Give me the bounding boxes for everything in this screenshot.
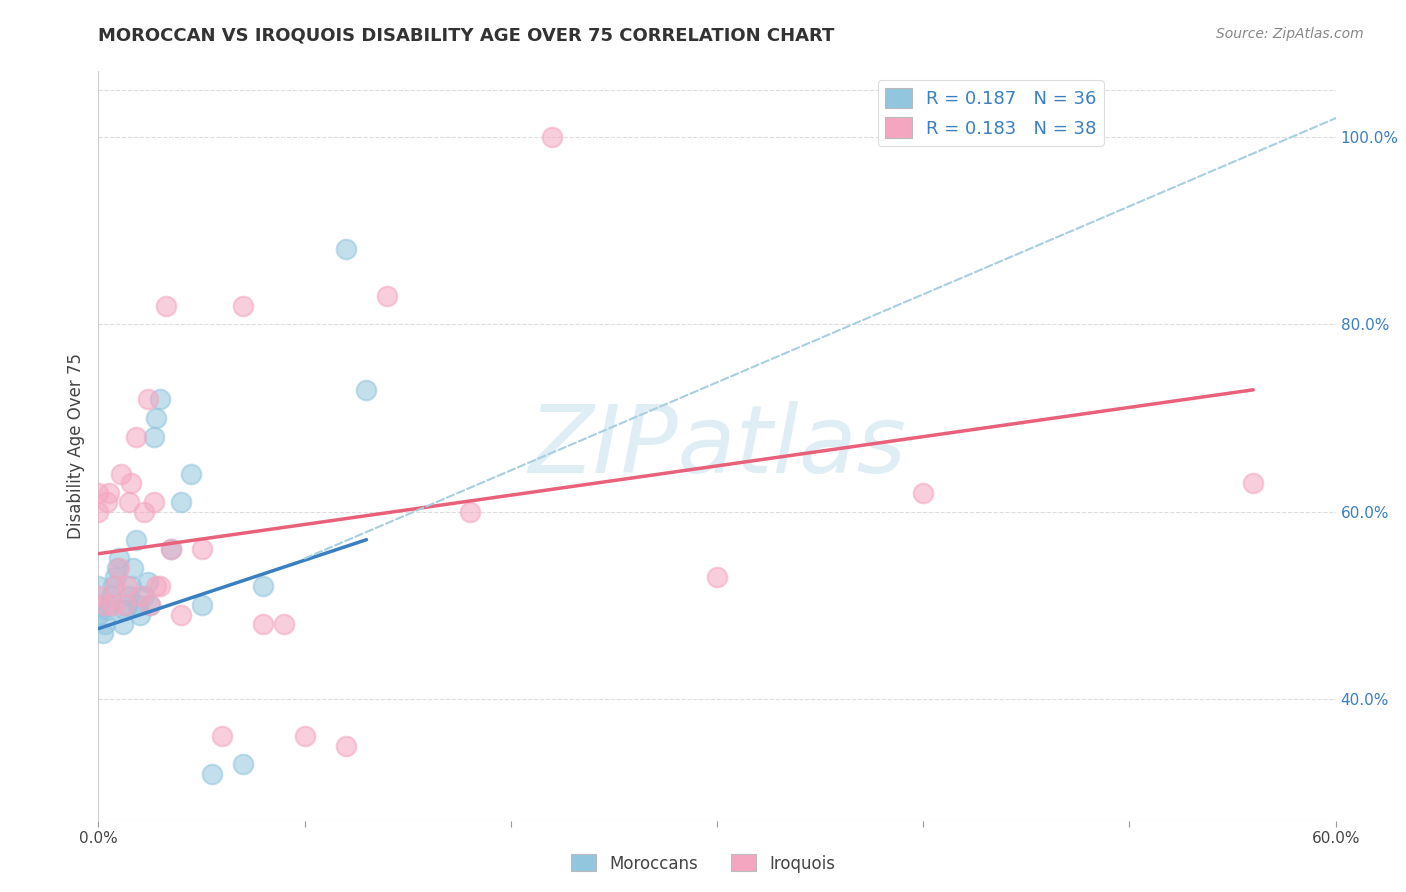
Point <box>294 730 316 744</box>
Point <box>112 617 135 632</box>
Text: Source: ZipAtlas.com: Source: ZipAtlas.com <box>1216 27 1364 41</box>
Point <box>132 505 155 519</box>
Point <box>118 495 141 509</box>
Y-axis label: Disability Age Over 75: Disability Age Over 75 <box>66 353 84 539</box>
Point <box>252 580 274 594</box>
Point <box>104 570 127 584</box>
Point <box>190 541 212 557</box>
Point <box>136 392 159 407</box>
Point <box>149 580 172 594</box>
Point <box>143 429 166 443</box>
Point <box>87 599 110 613</box>
Point <box>93 599 115 613</box>
Point <box>91 626 114 640</box>
Point <box>159 541 181 557</box>
Point <box>97 599 120 613</box>
Point <box>110 467 132 482</box>
Point <box>124 533 146 547</box>
Point <box>87 580 110 594</box>
Point <box>170 607 193 622</box>
Point <box>149 392 172 407</box>
Point <box>96 603 118 617</box>
Point <box>87 505 110 519</box>
Text: ZIPatlas: ZIPatlas <box>529 401 905 491</box>
Point <box>180 467 202 482</box>
Point <box>335 243 357 257</box>
Point <box>145 580 167 594</box>
Point <box>170 495 193 509</box>
Legend: R = 0.187   N = 36, R = 0.183   N = 38: R = 0.187 N = 36, R = 0.183 N = 38 <box>877 80 1104 145</box>
Point <box>108 551 131 566</box>
Point <box>105 561 128 575</box>
Point <box>101 599 124 613</box>
Point <box>87 607 110 622</box>
Point <box>273 617 295 632</box>
Point <box>232 757 254 772</box>
Point <box>139 599 162 613</box>
Point <box>97 486 120 500</box>
Point <box>143 495 166 509</box>
Point <box>87 589 110 603</box>
Point <box>155 299 177 313</box>
Point <box>706 570 728 584</box>
Point <box>375 289 398 303</box>
Point <box>912 486 935 500</box>
Point <box>127 599 149 613</box>
Point <box>118 589 141 603</box>
Point <box>87 486 110 500</box>
Point <box>252 617 274 632</box>
Point <box>136 574 159 589</box>
Point <box>132 589 155 603</box>
Point <box>114 599 136 613</box>
Point <box>201 766 224 781</box>
Point <box>541 130 564 145</box>
Text: MOROCCAN VS IROQUOIS DISABILITY AGE OVER 75 CORRELATION CHART: MOROCCAN VS IROQUOIS DISABILITY AGE OVER… <box>98 27 835 45</box>
Point <box>211 730 233 744</box>
Point <box>114 603 136 617</box>
Point <box>93 617 115 632</box>
Point <box>145 411 167 425</box>
Point <box>104 580 127 594</box>
Point <box>190 599 212 613</box>
Point <box>108 561 131 575</box>
Point <box>1241 476 1264 491</box>
Point <box>128 589 150 603</box>
Point <box>117 580 139 594</box>
Point <box>120 580 142 594</box>
Point <box>128 607 150 622</box>
Point <box>139 599 162 613</box>
Point <box>124 429 146 443</box>
Point <box>96 495 118 509</box>
Point <box>122 561 145 575</box>
Point <box>100 589 122 603</box>
Point <box>458 505 481 519</box>
Point <box>232 299 254 313</box>
Point <box>356 383 378 397</box>
Point <box>159 541 181 557</box>
Legend: Moroccans, Iroquois: Moroccans, Iroquois <box>564 847 842 880</box>
Point <box>101 580 124 594</box>
Point <box>117 599 139 613</box>
Point <box>120 476 142 491</box>
Point <box>335 739 357 753</box>
